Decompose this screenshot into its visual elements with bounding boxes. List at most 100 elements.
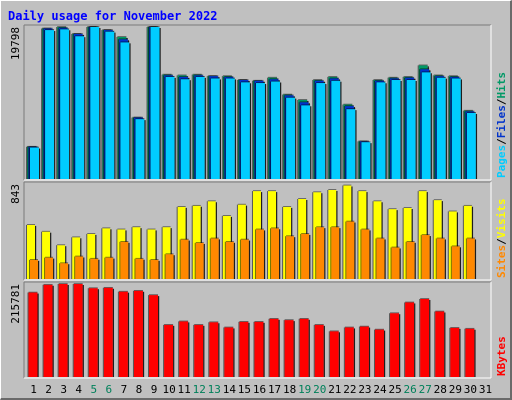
bar-kbytes-day-28	[434, 310, 446, 377]
x-tick-label: 7	[121, 383, 128, 396]
x-tick-label: 27	[419, 383, 432, 396]
bar-kbytes-day-18	[283, 319, 295, 377]
chart-title: Daily usage for November 2022	[8, 9, 218, 23]
bar-sites-day-8	[134, 257, 145, 279]
bar-pages-day-25	[390, 79, 402, 179]
bar-pages-day-26	[405, 79, 417, 179]
x-tick-label: 26	[404, 383, 417, 396]
bar-kbytes-day-25	[389, 312, 401, 377]
bar-sites-day-4	[74, 255, 85, 279]
y-max-label-middle: 843	[9, 184, 22, 204]
x-tick-label: 20	[313, 383, 326, 396]
legend-entry-sites: Sites	[495, 245, 508, 278]
bar-kbytes-day-13	[208, 321, 220, 377]
x-tick-label: 1	[30, 383, 37, 396]
legend-entry-visits: Visits	[495, 199, 508, 239]
bar-kbytes-day-7	[117, 290, 130, 377]
bar-kbytes-day-3	[57, 283, 69, 377]
panel-bottom: 215781 KBytes	[9, 281, 508, 379]
y-max-label-top: 19798	[9, 27, 22, 60]
bar-kbytes-day-19	[298, 318, 310, 377]
x-tick-label: 12	[193, 383, 206, 396]
bar-sites-day-3	[59, 262, 70, 279]
bar-kbytes-day-26	[404, 301, 416, 377]
bar-sites-day-22	[345, 220, 356, 279]
bar-pages-day-16	[254, 82, 267, 179]
x-tick-label: 10	[162, 383, 175, 396]
bar-kbytes-day-14	[223, 326, 235, 377]
bar-sites-day-29	[450, 245, 462, 279]
bar-pages-day-4	[74, 35, 86, 180]
bar-sites-day-24	[375, 237, 386, 279]
x-tick-label: 19	[298, 383, 311, 396]
bar-pages-day-20	[315, 82, 327, 179]
bar-sites-day-9	[149, 259, 160, 279]
bar-pages-day-22	[345, 108, 357, 179]
x-tick-label: 21	[328, 383, 341, 396]
bar-pages-day-19	[300, 104, 312, 179]
x-tick-label: 17	[268, 383, 281, 396]
x-tick-label: 18	[283, 383, 296, 396]
bar-pages-day-6	[104, 30, 116, 179]
bar-pages-day-24	[375, 81, 387, 179]
bar-kbytes-day-22	[343, 326, 356, 377]
bar-sites-day-7	[119, 241, 130, 279]
x-tick-label: 2	[45, 383, 52, 396]
bar-kbytes-day-17	[268, 318, 280, 377]
x-tick-label: 16	[253, 383, 266, 396]
bar-pages-day-18	[285, 96, 297, 179]
bar-kbytes-day-9	[148, 294, 160, 377]
bar-kbytes-day-10	[163, 324, 175, 377]
bar-sites-day-10	[164, 253, 175, 279]
x-tick-label: 31	[479, 383, 492, 396]
legend-entry-kbytes: KBytes	[495, 336, 508, 376]
bar-pages-day-12	[194, 76, 206, 179]
x-tick-label: 6	[106, 383, 113, 396]
bar-kbytes-day-5	[87, 287, 99, 377]
bar-sites-day-23	[360, 228, 371, 279]
bar-pages-day-30	[465, 112, 478, 179]
legend-entry-files: Files	[495, 105, 508, 138]
x-tick-label: 22	[343, 383, 356, 396]
panel-middle: 843 Sites/Visits	[9, 181, 508, 281]
bar-pages-day-17	[270, 80, 282, 179]
legend-middle: Sites/Visits	[495, 199, 508, 279]
bar-pages-day-14	[224, 77, 237, 179]
bar-pages-day-3	[59, 28, 71, 180]
x-tick-label: 29	[449, 383, 462, 396]
bar-visits-day-5	[86, 233, 97, 279]
bar-sites-day-17	[270, 227, 281, 279]
bar-kbytes-day-6	[102, 286, 115, 377]
x-tick-label: 8	[136, 383, 143, 396]
x-tick-label: 28	[434, 383, 447, 396]
bar-kbytes-day-4	[72, 283, 84, 377]
bar-sites-day-20	[315, 226, 326, 279]
bar-sites-day-18	[285, 235, 296, 279]
x-tick-label: 25	[388, 383, 401, 396]
bar-visits-day-25	[387, 208, 398, 279]
x-tick-label: 15	[238, 383, 251, 396]
x-tick-label: 11	[178, 383, 191, 396]
bar-pages-day-7	[119, 41, 131, 180]
bar-kbytes-day-12	[193, 324, 205, 377]
bar-pages-day-10	[164, 76, 176, 179]
bar-sites-day-6	[104, 256, 115, 279]
x-tick-label: 13	[208, 383, 221, 396]
bar-pages-day-9	[149, 26, 161, 179]
bar-sites-day-27	[420, 234, 431, 279]
x-tick-label: 23	[358, 383, 371, 396]
bar-sites-day-5	[89, 257, 100, 279]
bar-sites-day-30	[465, 237, 477, 279]
bar-kbytes-day-27	[419, 298, 431, 377]
bar-visits-day-1	[26, 224, 37, 279]
bar-visits-day-9	[146, 228, 157, 279]
bar-pages-day-8	[134, 118, 146, 179]
bar-kbytes-day-30	[464, 327, 476, 377]
bar-sites-day-13	[209, 237, 220, 279]
x-tick-label: 24	[373, 383, 387, 396]
x-tick-label: 9	[151, 383, 158, 396]
x-tick-label: 14	[223, 383, 237, 396]
bar-kbytes-day-2	[42, 283, 54, 377]
